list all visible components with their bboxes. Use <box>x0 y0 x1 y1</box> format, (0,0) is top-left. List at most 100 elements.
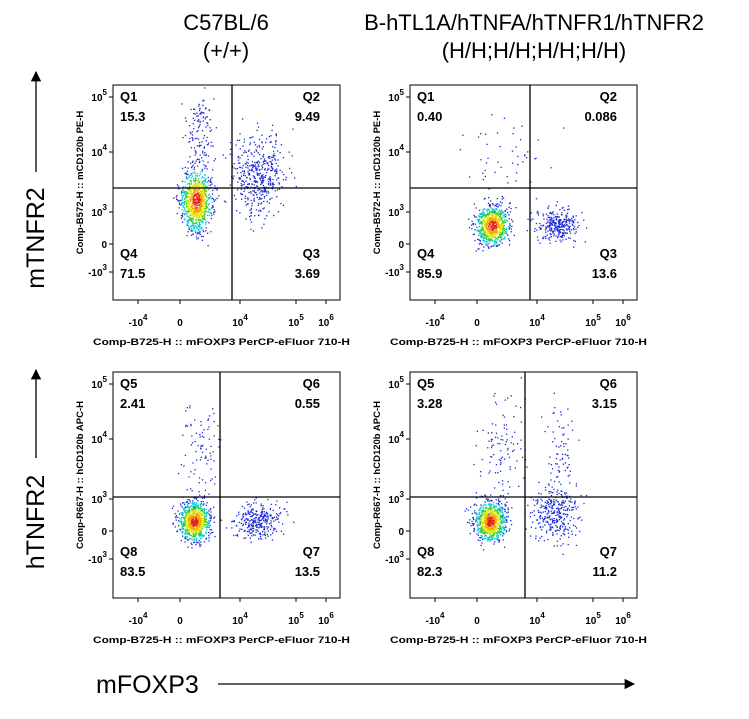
event-dot <box>496 537 498 539</box>
event-dot <box>572 215 574 217</box>
event-dot <box>197 198 199 200</box>
event-dot <box>200 501 202 503</box>
event-dot <box>247 510 249 512</box>
event-dot <box>212 408 214 410</box>
event-dot <box>537 500 539 502</box>
event-dot <box>190 209 192 211</box>
event-dot <box>486 240 488 242</box>
event-dot <box>271 163 274 165</box>
event-dot <box>191 508 193 511</box>
event-dot <box>213 517 215 519</box>
event-dot <box>501 532 503 534</box>
event-dot <box>499 220 501 222</box>
event-dot <box>238 530 240 532</box>
event-dot <box>201 226 203 229</box>
event-dot <box>206 525 208 527</box>
event-dot <box>189 216 191 219</box>
event-dot <box>556 494 558 496</box>
event-dot <box>209 452 211 454</box>
event-dot <box>208 109 210 111</box>
event-dot <box>574 501 576 503</box>
event-dot <box>479 515 481 517</box>
event-dot <box>495 230 497 232</box>
x-tick-label-exp: 4 <box>243 611 248 620</box>
event-dot <box>190 211 192 213</box>
event-dot <box>505 530 508 532</box>
event-dot <box>558 233 560 235</box>
event-dot <box>205 537 207 539</box>
event-dot <box>198 219 200 221</box>
event-dot <box>186 201 188 203</box>
event-dot <box>499 508 502 510</box>
event-dot <box>563 519 565 521</box>
event-dot <box>496 215 498 218</box>
event-dot <box>494 506 496 508</box>
event-dot <box>216 189 218 191</box>
event-dot <box>553 517 556 520</box>
event-dot <box>255 167 257 170</box>
event-dot <box>177 185 180 187</box>
event-dot <box>497 231 499 234</box>
event-dot <box>548 515 550 517</box>
event-dot <box>198 161 200 164</box>
event-dot <box>477 226 479 228</box>
event-dot <box>247 518 249 520</box>
event-dot <box>259 516 261 518</box>
event-dot <box>241 167 244 169</box>
event-dot <box>496 209 498 211</box>
event-dot <box>275 513 278 515</box>
event-dot <box>200 144 202 147</box>
event-dot <box>185 522 187 524</box>
event-dot <box>202 206 204 208</box>
event-dot <box>195 514 197 516</box>
event-dot <box>250 529 253 531</box>
event-dot <box>197 209 200 211</box>
event-dot <box>482 524 484 526</box>
x-tick-label-exp: 6 <box>626 313 631 322</box>
event-dot <box>198 105 200 107</box>
event-dot <box>277 177 279 179</box>
event-dot <box>495 510 497 512</box>
event-dot <box>560 503 562 506</box>
event-dot <box>540 224 542 227</box>
event-dot <box>464 510 466 512</box>
event-dot <box>552 231 555 233</box>
event-dot <box>197 510 200 512</box>
event-dot <box>554 503 556 505</box>
event-dot <box>206 220 208 223</box>
event-dot <box>205 193 207 195</box>
event-dot <box>241 528 243 530</box>
event-dot <box>584 241 586 243</box>
event-dot <box>261 189 263 192</box>
event-dot <box>183 194 185 196</box>
event-dot <box>267 162 269 164</box>
event-dot <box>495 216 497 219</box>
event-dot <box>201 191 203 193</box>
event-dot <box>261 522 263 524</box>
event-dot <box>190 535 192 537</box>
event-dot <box>193 194 195 196</box>
event-dot <box>568 505 571 507</box>
event-dot <box>482 212 484 214</box>
event-dot <box>212 451 214 453</box>
event-dot <box>197 237 200 239</box>
event-dot <box>493 236 496 238</box>
event-dot <box>206 211 208 213</box>
event-dot <box>186 536 189 538</box>
event-dot <box>562 232 564 234</box>
event-dot <box>206 502 208 504</box>
event-dot <box>188 516 191 518</box>
event-dot <box>544 511 546 513</box>
event-dot <box>188 176 190 179</box>
quadrant-percent: 0.55 <box>295 396 320 411</box>
event-dot <box>251 164 253 166</box>
event-dot <box>196 201 198 204</box>
event-dot <box>198 217 200 219</box>
event-dot <box>479 220 481 222</box>
event-dot <box>203 212 206 214</box>
event-dot <box>240 166 242 169</box>
event-dot <box>204 213 206 215</box>
event-dot <box>538 481 540 484</box>
event-dot <box>205 155 207 157</box>
y-tick-label-base: -10 <box>88 555 103 566</box>
